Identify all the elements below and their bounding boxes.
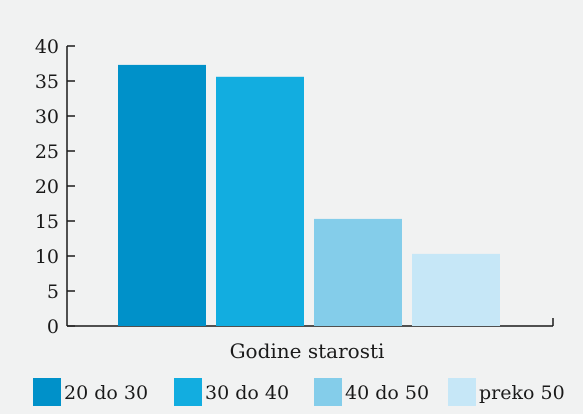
legend-swatch	[448, 378, 476, 406]
y-tick-label: 30	[35, 106, 59, 128]
legend-label: preko 50	[479, 382, 565, 404]
legend-label: 40 do 50	[345, 382, 429, 404]
y-axis: 0 5 10 15 20 25 30 35 40	[35, 36, 75, 338]
bar	[118, 64, 206, 327]
legend-swatch	[174, 378, 202, 406]
y-tick-label: 10	[35, 246, 59, 268]
y-tick-label: 15	[35, 211, 59, 233]
legend-swatch	[33, 378, 61, 406]
y-tick-label: 20	[35, 176, 59, 198]
bar	[412, 253, 500, 326]
y-tick-label: 0	[47, 316, 59, 338]
bars	[118, 64, 500, 327]
legend-label: 30 do 40	[205, 382, 289, 404]
bar	[216, 76, 304, 326]
legend: 20 do 30 30 do 40 40 do 50 preko 50	[33, 378, 565, 406]
y-tick-label: 35	[35, 71, 59, 93]
bar	[314, 218, 402, 326]
legend-label: 20 do 30	[64, 382, 148, 404]
legend-swatch	[314, 378, 342, 406]
x-axis-label: Godine starosti	[230, 339, 385, 363]
y-tick-label: 40	[35, 36, 59, 58]
y-tick-label: 5	[47, 281, 59, 303]
y-tick-label: 25	[35, 141, 59, 163]
